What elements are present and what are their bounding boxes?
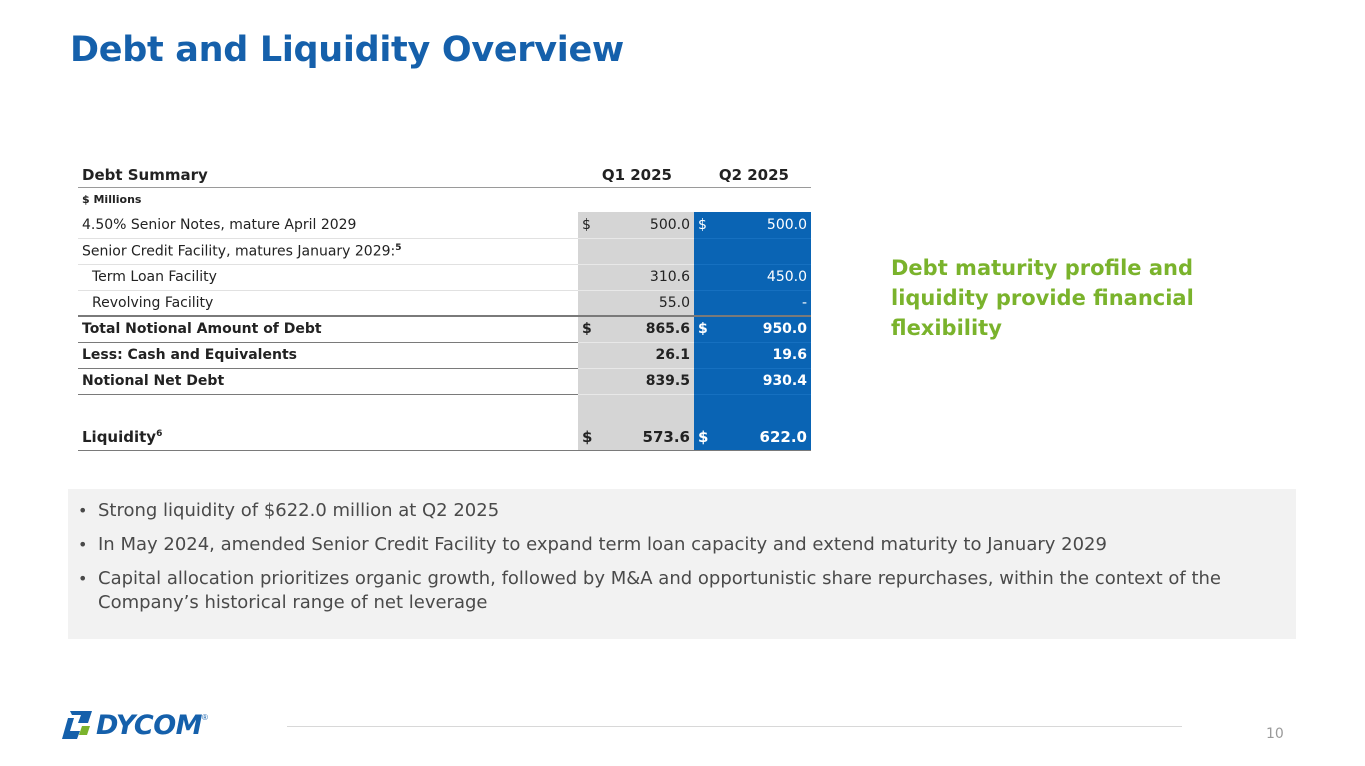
q1-value: 26.1 xyxy=(655,347,690,363)
debt-summary-table: Debt Summary Q1 2025 Q2 2025 $ Millions … xyxy=(78,160,811,451)
table-row-liquidity: Liquidity6 $573.6 $622.0 xyxy=(78,393,811,451)
bullet-item: • In May 2024, amended Senior Credit Fac… xyxy=(78,533,1276,557)
footnote-marker: 6 xyxy=(156,428,163,439)
row-label: Revolving Facility xyxy=(78,290,578,317)
logo-wordmark: DYCOM xyxy=(96,709,203,741)
q2-cell: 930.4 xyxy=(694,367,811,395)
table-row-net-debt: Notional Net Debt 839.5 930.4 xyxy=(78,367,811,395)
page-title: Debt and Liquidity Overview xyxy=(70,30,624,70)
table-row-cash: Less: Cash and Equivalents 26.1 19.6 xyxy=(78,341,811,369)
bullet-text: In May 2024, amended Senior Credit Facil… xyxy=(98,534,1107,555)
table-row: 4.50% Senior Notes, mature April 2029 $5… xyxy=(78,212,811,239)
q1-cell: $500.0 xyxy=(578,212,694,239)
table-row: Senior Credit Facility, matures January … xyxy=(78,238,811,265)
q1-value: 55.0 xyxy=(658,294,690,311)
table-row-total-debt: Total Notional Amount of Debt $865.6 $95… xyxy=(78,315,811,343)
table-header-row: Debt Summary Q1 2025 Q2 2025 xyxy=(78,160,811,188)
q2-value: 450.0 xyxy=(766,269,807,285)
row-label: 4.50% Senior Notes, mature April 2029 xyxy=(78,212,578,239)
q2-value: 19.6 xyxy=(772,347,807,363)
q2-cell xyxy=(694,238,811,265)
bullet-text: Capital allocation prioritizes organic g… xyxy=(98,568,1221,613)
callout-text: Debt maturity profile and liquidity prov… xyxy=(891,256,1194,340)
bullet-panel: • Strong liquidity of $622.0 million at … xyxy=(68,489,1296,639)
q2-value: 930.4 xyxy=(762,373,807,389)
page-number: 10 xyxy=(1266,726,1284,742)
q2-cell: - xyxy=(694,290,811,317)
row-label-text: Liquidity xyxy=(82,427,157,446)
bullet-dot-icon: • xyxy=(78,535,88,554)
bullet-text: Strong liquidity of $622.0 million at Q2… xyxy=(98,500,500,521)
q2-value: 500.0 xyxy=(766,216,807,233)
q2-currency: $ xyxy=(698,321,708,338)
q1-cell: $573.6 xyxy=(578,393,694,451)
q1-cell: 310.6 xyxy=(578,264,694,291)
bullet-dot-icon: • xyxy=(78,501,88,520)
q1-value: 310.6 xyxy=(649,269,690,285)
q1-cell: $865.6 xyxy=(578,315,694,343)
table-row: Revolving Facility 55.0 - xyxy=(78,290,811,317)
q2-value: - xyxy=(801,294,807,311)
q1-currency: $ xyxy=(582,216,591,233)
table-row: Term Loan Facility 310.6 450.0 xyxy=(78,264,811,291)
q2-cell: 19.6 xyxy=(694,341,811,369)
registered-mark: ® xyxy=(202,713,208,722)
footnote-marker: 5 xyxy=(395,242,402,253)
q2-cell: 450.0 xyxy=(694,264,811,291)
q1-value: 839.5 xyxy=(645,373,690,389)
q1-currency: $ xyxy=(582,427,593,446)
q1-value: 865.6 xyxy=(645,321,690,338)
q2-cell: $950.0 xyxy=(694,315,811,343)
q1-currency: $ xyxy=(582,321,592,338)
q2-value: 622.0 xyxy=(759,427,807,446)
footer-divider xyxy=(287,726,1182,727)
row-label: Less: Cash and Equivalents xyxy=(78,341,578,368)
row-label: Notional Net Debt xyxy=(78,367,578,394)
bullet-item: • Capital allocation prioritizes organic… xyxy=(78,567,1276,615)
row-label: Liquidity6 xyxy=(78,393,578,451)
q1-value: 573.6 xyxy=(642,427,690,446)
row-label: Term Loan Facility xyxy=(78,264,578,291)
table-header-q2: Q2 2025 xyxy=(694,160,811,188)
q2-cell: $500.0 xyxy=(694,212,811,239)
dycom-logo: DYCOM ® xyxy=(60,709,208,741)
q1-cell: 26.1 xyxy=(578,341,694,369)
q2-currency: $ xyxy=(698,216,707,233)
bullet-dot-icon: • xyxy=(78,569,88,588)
q1-cell xyxy=(578,238,694,265)
q1-cell: 55.0 xyxy=(578,290,694,317)
bullet-item: • Strong liquidity of $622.0 million at … xyxy=(78,499,1276,523)
q1-value: 500.0 xyxy=(649,216,690,233)
q2-currency: $ xyxy=(698,427,709,446)
q2-value: 950.0 xyxy=(762,321,807,338)
table-header-q1: Q1 2025 xyxy=(578,160,694,188)
dycom-mark-icon xyxy=(62,711,92,739)
table-units-label: $ Millions xyxy=(82,193,142,207)
row-label: Senior Credit Facility, matures January … xyxy=(78,238,578,265)
row-label: Total Notional Amount of Debt xyxy=(78,315,578,342)
row-label-text: Senior Credit Facility, matures January … xyxy=(82,243,396,260)
q2-cell: $622.0 xyxy=(694,393,811,451)
table-units-row: $ Millions xyxy=(78,187,811,212)
q1-cell: 839.5 xyxy=(578,367,694,395)
table-header-label: Debt Summary xyxy=(78,160,578,188)
